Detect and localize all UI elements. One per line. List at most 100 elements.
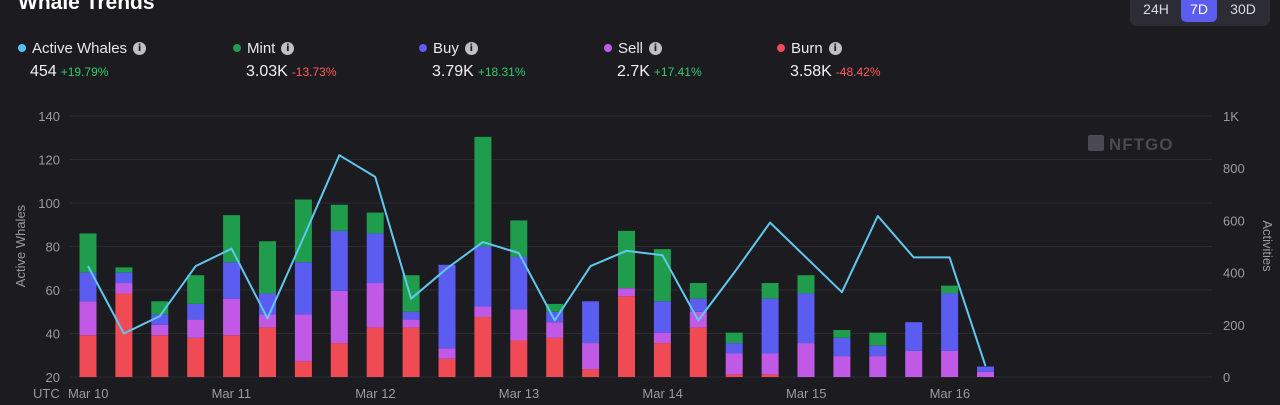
metric-change: -13.73% — [291, 65, 337, 79]
info-icon[interactable]: i — [649, 41, 663, 55]
bar-mint — [79, 233, 97, 273]
bar-burn — [474, 316, 492, 377]
info-icon[interactable]: i — [828, 41, 842, 55]
bar-burn — [653, 343, 671, 377]
bar-mint — [833, 330, 851, 338]
x-axis-tick: Mar 13 — [499, 386, 539, 401]
bar-burn — [330, 343, 348, 377]
bar-burn — [187, 337, 205, 377]
bar-burn — [151, 335, 169, 377]
bar-sell — [294, 314, 312, 362]
bar-buy — [330, 230, 348, 291]
right-axis-label: Activities — [1260, 220, 1275, 272]
left-axis-tick: 100 — [38, 196, 60, 211]
bar-buy — [187, 303, 205, 320]
bar-buy — [869, 345, 887, 357]
range-30d-button[interactable]: 30D — [1230, 1, 1256, 17]
bar-buy — [689, 298, 707, 312]
legend-mint[interactable]: Mint i 3.03K -13.73% — [233, 38, 337, 81]
buy-dot — [419, 44, 427, 52]
info-icon[interactable]: i — [133, 41, 147, 55]
bar-sell — [151, 324, 169, 336]
bar-mint — [187, 275, 205, 304]
bar-buy — [115, 272, 133, 284]
x-axis-tick: Mar 11 — [212, 386, 252, 401]
burn-dot — [777, 44, 785, 52]
info-icon[interactable]: i — [464, 41, 478, 55]
bar-sell — [546, 322, 564, 338]
bar-burn — [79, 335, 97, 377]
left-axis-tick: 80 — [46, 240, 60, 255]
bar-buy — [977, 366, 994, 372]
legend-sell[interactable]: Sell i 2.7K +17.41% — [604, 38, 702, 81]
bar-sell — [438, 348, 456, 359]
x-axis-tick: Mar 15 — [786, 386, 826, 401]
bar-sell — [977, 371, 994, 377]
bar-buy — [294, 262, 312, 315]
legend-label: Mint — [247, 39, 276, 57]
bar-burn — [546, 337, 564, 377]
bar-sell — [725, 353, 743, 375]
info-icon[interactable]: i — [281, 41, 295, 55]
left-axis-tick: 140 — [38, 109, 60, 124]
bar-buy — [223, 262, 241, 299]
bar-mint — [618, 230, 635, 289]
bar-mint — [223, 215, 241, 263]
nftgo-logo-icon — [1088, 135, 1104, 151]
bar-mint — [510, 220, 528, 257]
bar-mint — [941, 285, 959, 294]
mint-dot — [233, 44, 241, 52]
bar-mint — [330, 204, 348, 231]
right-axis-tick: 0 — [1223, 370, 1230, 385]
bar-sell — [402, 319, 420, 328]
legend-buy[interactable]: Buy i 3.79K +18.31% — [419, 38, 526, 81]
bar-buy — [438, 264, 456, 349]
bar-sell — [223, 298, 241, 336]
metric-value: 3.58K — [790, 63, 832, 80]
bar-sell — [653, 332, 671, 344]
bar-buy — [761, 298, 779, 354]
nftgo-watermark: NFTGO — [1088, 135, 1173, 154]
bar-buy — [797, 293, 815, 344]
metric-value: 454 — [30, 63, 57, 80]
bar-burn — [689, 327, 707, 377]
metric-value: 3.03K — [246, 63, 288, 80]
bar-buy — [833, 337, 851, 357]
x-axis-tick: Mar 10 — [68, 386, 108, 401]
bar-sell — [474, 306, 492, 317]
bar-buy — [79, 272, 97, 302]
bar-sell — [797, 343, 815, 377]
bar-sell — [618, 288, 635, 297]
bar-sell — [366, 283, 384, 328]
left-axis-tick: 40 — [46, 327, 60, 342]
bar-burn — [761, 374, 779, 377]
bar-burn — [259, 327, 276, 377]
page-title: Whale Trends — [18, 0, 155, 14]
bar-mint — [869, 332, 887, 346]
x-axis-tick: Mar 14 — [642, 386, 682, 401]
sell-dot — [604, 44, 612, 52]
bar-buy — [653, 301, 671, 333]
range-24h-button[interactable]: 24H — [1143, 1, 1169, 17]
left-axis-tick: 20 — [46, 370, 60, 385]
metric-change: +18.31% — [477, 65, 526, 79]
metric-change: +19.79% — [60, 65, 109, 79]
bar-sell — [115, 283, 133, 294]
bar-mint — [259, 241, 276, 294]
bar-sell — [941, 350, 959, 377]
bar-buy — [474, 246, 492, 307]
bar-buy — [582, 301, 600, 344]
legend-burn[interactable]: Burn i 3.58K -48.42% — [777, 38, 881, 81]
bar-burn — [223, 335, 241, 377]
bar-mint — [366, 212, 384, 234]
metric-value: 2.7K — [617, 63, 650, 80]
metric-value: 3.79K — [432, 63, 474, 80]
bar-burn — [582, 369, 600, 377]
bar-buy — [725, 343, 743, 354]
left-axis-label: Active Whales — [13, 204, 28, 287]
bar-mint — [115, 267, 133, 273]
legend-active-whales[interactable]: Active Whales i 454 +19.79% — [18, 38, 147, 81]
bar-buy — [546, 311, 564, 323]
range-7d-button[interactable]: 7D — [1181, 0, 1217, 22]
